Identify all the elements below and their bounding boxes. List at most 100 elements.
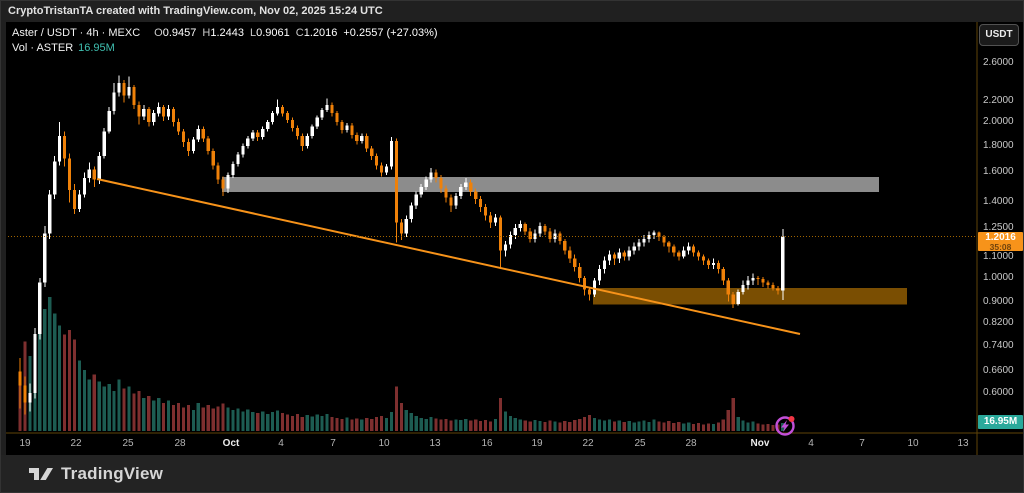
candle-body [766, 282, 770, 285]
volume-bar [310, 416, 314, 431]
volume-bar [53, 313, 57, 431]
volume-bar [330, 416, 334, 431]
volume-bar [622, 422, 626, 431]
volume-bar [741, 420, 745, 431]
candle-body [483, 207, 488, 216]
open-key: O [154, 27, 163, 39]
candle-body [176, 122, 181, 132]
candle-body [652, 232, 656, 236]
volume-bar [518, 419, 522, 431]
candle-body [305, 135, 309, 146]
volume-bar [181, 407, 186, 431]
price-tick-label: 1.1000 [983, 250, 1014, 262]
volume-bar [305, 415, 309, 431]
volume-bar [241, 411, 245, 431]
volume-bar [434, 418, 438, 431]
support-zone[interactable] [593, 287, 907, 305]
candle-body [206, 138, 210, 151]
volume-bar [439, 419, 443, 431]
descending-trendline[interactable] [96, 178, 801, 335]
volume-bar [201, 407, 205, 431]
candle-body [464, 182, 468, 187]
volume-bar [459, 420, 463, 431]
volume-bar [365, 417, 369, 431]
candle-body [355, 134, 359, 141]
candle-body [687, 246, 691, 251]
volume-bar [607, 419, 612, 431]
candle-body [498, 217, 503, 251]
volume-bar [72, 339, 77, 431]
volume-bar [355, 418, 359, 431]
symbol-title[interactable]: Aster / USDT · 4h · MEXC [12, 27, 141, 39]
volume-indicator-value: 16.95M [78, 42, 115, 54]
currency-toggle-button[interactable]: USDT [979, 24, 1019, 46]
volume-bar [251, 412, 255, 431]
resistance-zone[interactable] [222, 177, 879, 193]
volume-bar [62, 334, 67, 431]
volume-bar [498, 398, 503, 431]
candle-body [256, 132, 260, 138]
candle-body [112, 92, 116, 112]
volume-bar [162, 402, 166, 431]
volume-axis-label: 16.95M [978, 415, 1023, 429]
close-value: 1.2016 [303, 27, 338, 39]
candle-body [503, 244, 507, 251]
change-value: +0.2557 (+27.03%) [343, 27, 438, 39]
volume-bar [449, 420, 453, 431]
candle-body [360, 135, 364, 141]
candle-body [137, 104, 141, 117]
volume-bar [87, 379, 91, 431]
candle-body [345, 125, 349, 131]
price-tick-label: 2.0000 [983, 116, 1014, 128]
volume-bar [231, 409, 235, 431]
candle-body [776, 288, 780, 291]
candle-body [216, 165, 220, 180]
time-axis[interactable]: 19 22 25 28 Oct 4 7 10 13 16 19 22 25 28 Nov 4 7 10 13 [0, 433, 1024, 455]
volume-bar [256, 413, 260, 431]
candle-body [607, 254, 612, 261]
volume-bar [285, 414, 290, 431]
candle-body [181, 131, 186, 143]
candle-body [632, 246, 636, 251]
volume-bar [48, 297, 52, 431]
price-axis[interactable]: 2.6000 2.2000 2.0000 1.8000 1.6000 1.4000 1.25… [977, 22, 1024, 433]
tradingview-logo[interactable]: TradingView [28, 455, 163, 493]
volume-bar [290, 415, 295, 431]
volume-bar [236, 408, 240, 431]
candle-body [553, 233, 557, 239]
volume-bar [384, 417, 389, 431]
volume-bar [687, 422, 691, 431]
candle-body [18, 371, 22, 386]
price-tick-label: 1.6000 [983, 166, 1014, 178]
candle-body [295, 127, 299, 136]
volume-bar [602, 420, 607, 431]
candle-body [271, 113, 275, 123]
candle-body [528, 231, 532, 239]
candle-body [756, 278, 760, 280]
time-tick-label: 10 [378, 438, 390, 449]
time-tick-label: 13 [957, 438, 969, 449]
volume-bar [672, 423, 676, 431]
candle-body [379, 165, 384, 173]
volume-bar [261, 411, 265, 431]
candle-body [58, 135, 62, 162]
volume-bar [682, 423, 686, 431]
time-tick-label: 22 [70, 438, 82, 449]
last-price-value: 1.2016 [985, 231, 1016, 243]
volume-bar [394, 386, 399, 431]
lightning-emoji-badge[interactable] [775, 416, 795, 436]
volume-bar [766, 423, 770, 431]
candle-body [682, 250, 686, 257]
volume-indicator-title[interactable]: Vol · ASTER [12, 42, 74, 54]
candle-body [28, 392, 32, 403]
volume-bar [677, 422, 681, 431]
candle-body [211, 150, 215, 166]
close-key: C [295, 27, 304, 39]
candle-body [142, 108, 146, 117]
candle-body [454, 195, 458, 206]
candle-body [102, 131, 106, 156]
volume-bar [761, 424, 765, 431]
volume-bar [523, 420, 527, 431]
